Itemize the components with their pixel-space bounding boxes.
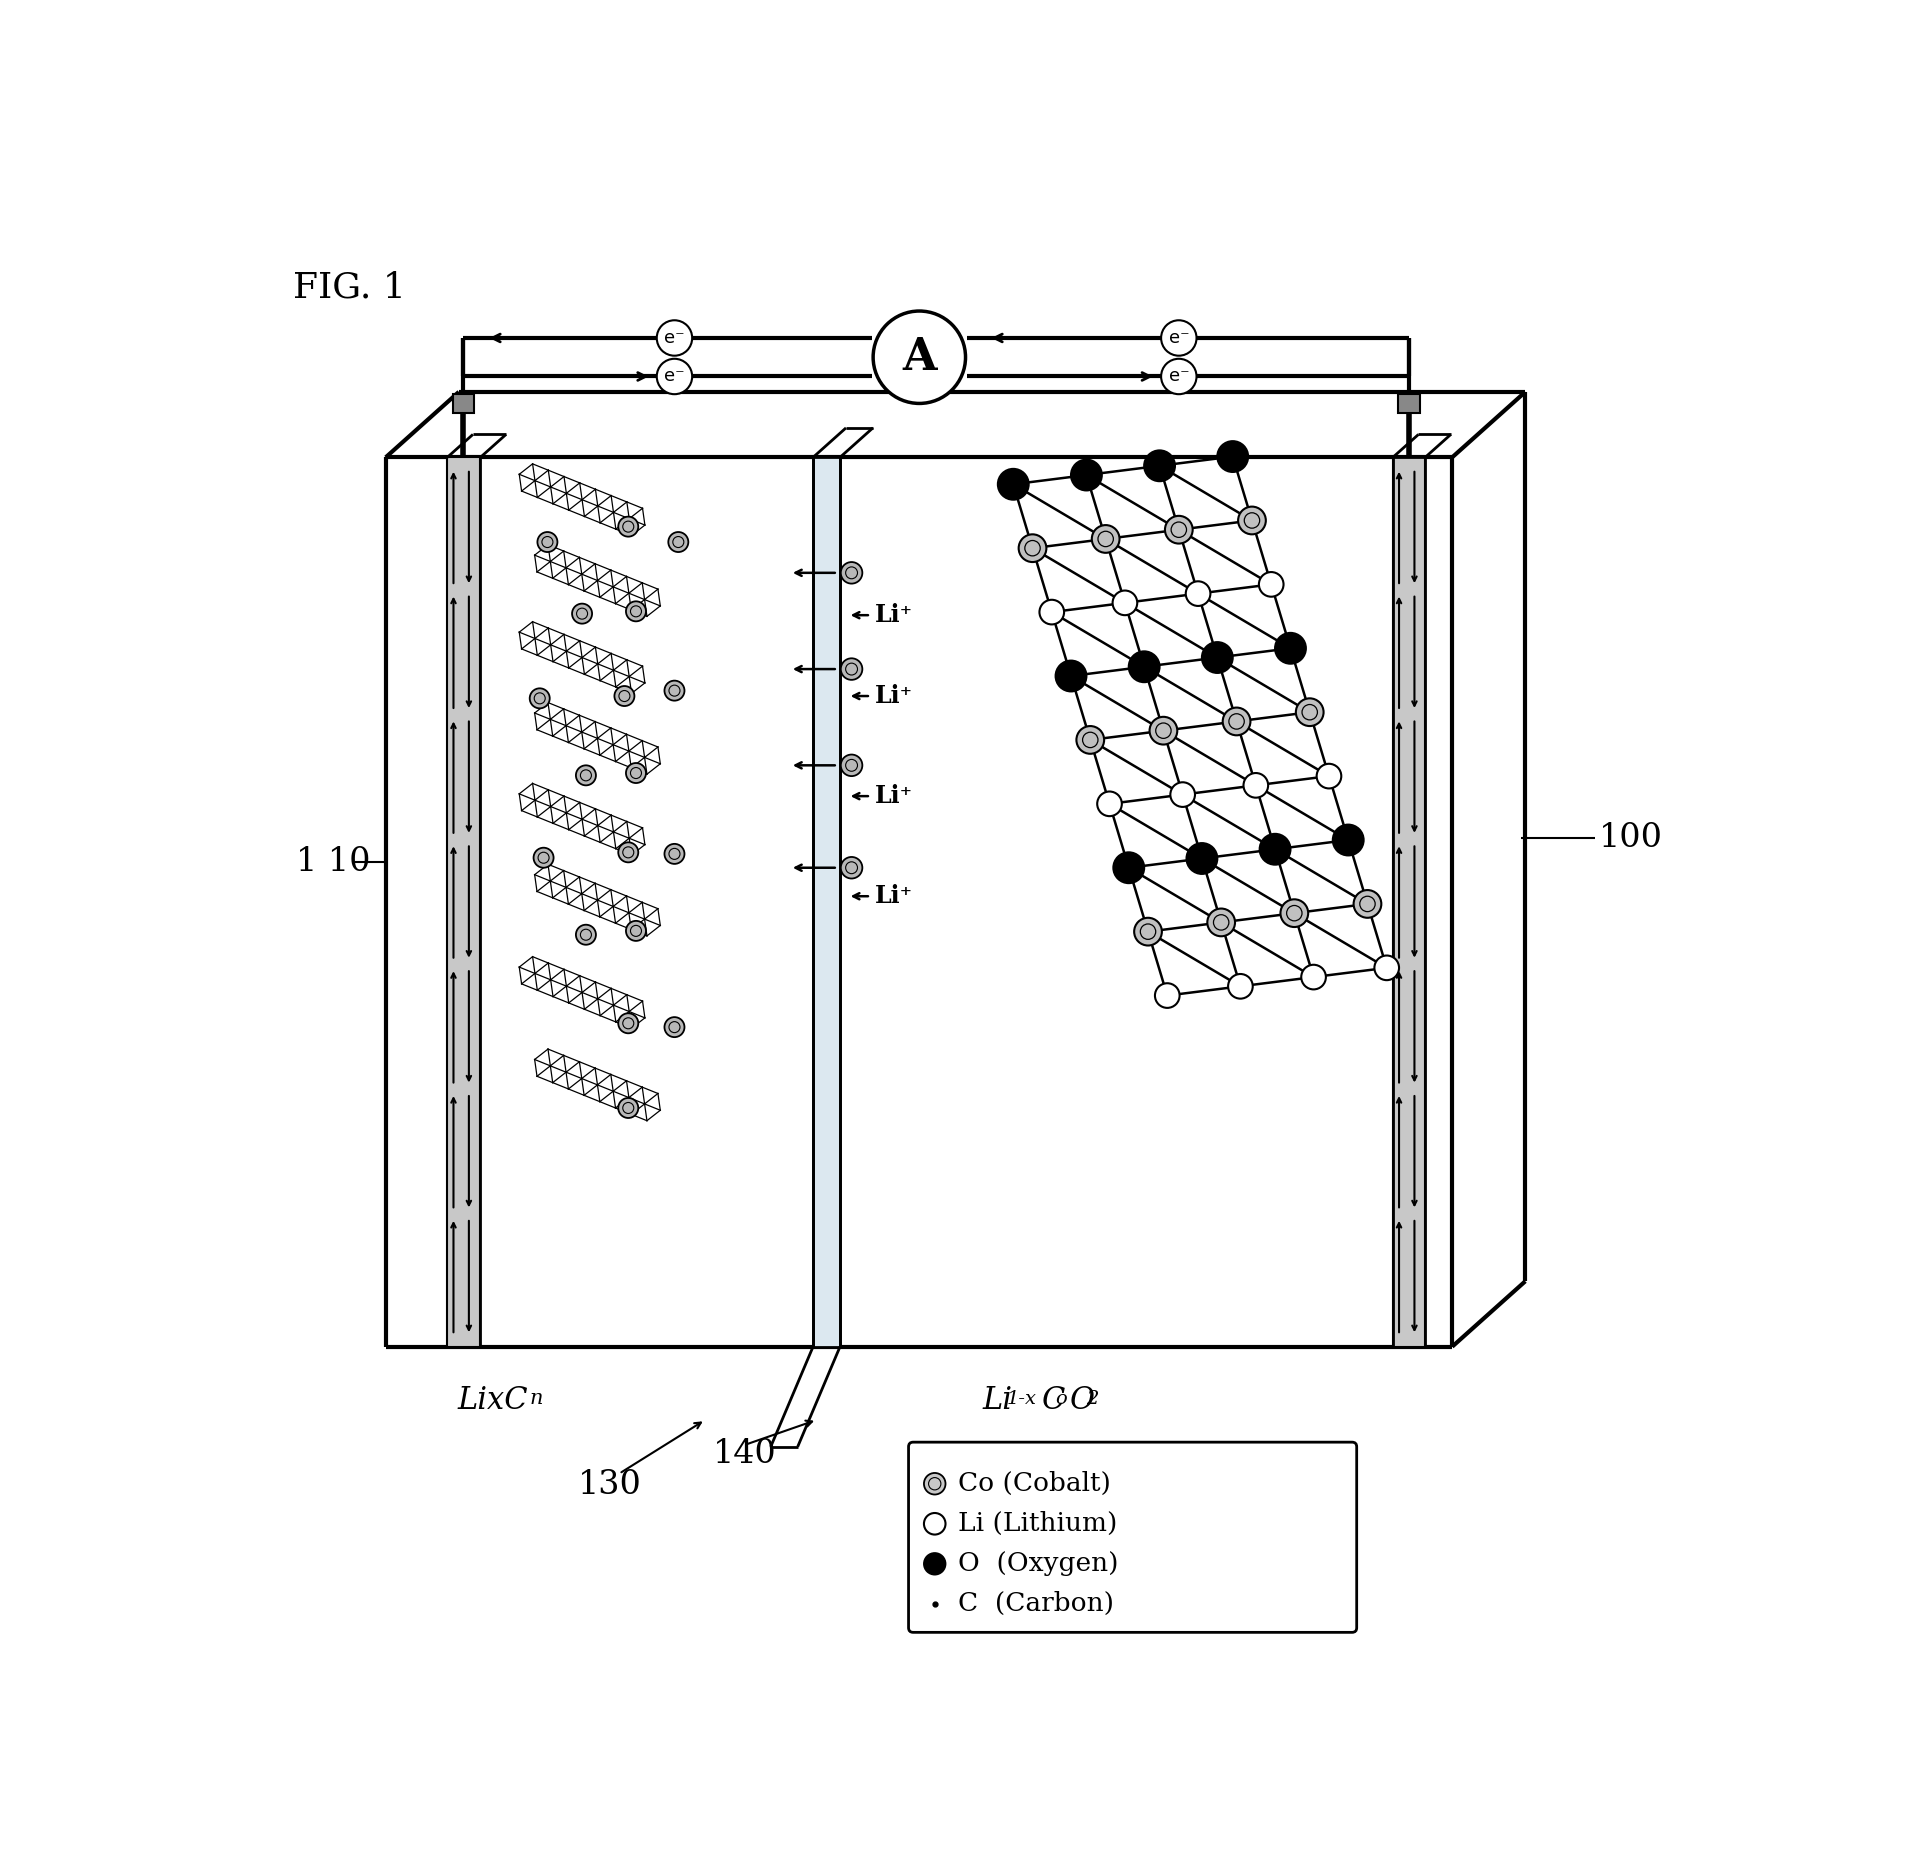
Circle shape [1144,451,1175,482]
Circle shape [614,686,635,706]
Circle shape [625,921,646,940]
Text: e⁻: e⁻ [664,367,685,386]
Circle shape [576,925,595,946]
Circle shape [923,1554,946,1574]
Circle shape [1133,918,1161,946]
Text: A: A [902,336,936,378]
Circle shape [1070,460,1100,491]
Circle shape [1274,632,1304,664]
Text: 2: 2 [1085,1390,1098,1409]
Circle shape [667,532,688,552]
Bar [812,458,839,1346]
Circle shape [538,532,557,552]
Text: o: o [1055,1390,1066,1409]
Circle shape [618,517,639,536]
Circle shape [1161,321,1196,356]
Text: C  (Carbon): C (Carbon) [957,1591,1114,1617]
Circle shape [841,755,862,777]
Circle shape [664,680,685,701]
Text: Co (Cobalt): Co (Cobalt) [957,1472,1110,1496]
Circle shape [1238,506,1264,534]
Circle shape [1148,717,1177,745]
Bar [446,458,481,1346]
Bar [1398,395,1419,413]
Circle shape [1217,441,1247,473]
Bar [452,395,475,413]
Circle shape [1243,773,1268,797]
Text: 1 10: 1 10 [296,845,370,877]
Circle shape [1097,792,1121,816]
Text: FIG. 1: FIG. 1 [294,271,406,304]
FancyBboxPatch shape [908,1442,1356,1632]
Circle shape [923,1472,946,1494]
Text: Li⁺: Li⁺ [873,884,912,908]
Text: e⁻: e⁻ [1167,367,1188,386]
Circle shape [664,844,685,864]
Circle shape [1186,844,1217,873]
Text: O: O [1070,1385,1095,1416]
Circle shape [1259,573,1283,597]
Circle shape [1114,853,1144,883]
Circle shape [625,601,646,621]
Circle shape [1169,782,1194,806]
Text: 130: 130 [578,1468,643,1502]
Circle shape [1259,834,1289,864]
Circle shape [1076,727,1104,755]
Circle shape [841,857,862,879]
Circle shape [1039,601,1064,625]
Circle shape [618,842,639,862]
Circle shape [923,1513,946,1535]
Circle shape [1165,515,1192,543]
Text: C: C [1041,1385,1064,1416]
Circle shape [1280,899,1308,927]
Circle shape [1333,825,1364,855]
Circle shape [1055,660,1085,692]
Circle shape [618,1014,639,1033]
Text: 100: 100 [1598,823,1661,855]
Circle shape [1161,360,1196,395]
Text: e⁻: e⁻ [1167,328,1188,347]
Circle shape [664,1018,685,1036]
Circle shape [656,321,692,356]
Text: LixC: LixC [458,1385,528,1416]
Text: 140: 140 [713,1439,776,1470]
Text: Li: Li [982,1385,1013,1416]
Text: 1-x: 1-x [1007,1390,1037,1409]
Circle shape [841,658,862,680]
Circle shape [576,766,595,786]
Circle shape [534,847,553,868]
Circle shape [1091,525,1119,552]
Circle shape [1129,651,1159,682]
Text: Li⁺: Li⁺ [873,603,912,627]
Circle shape [1228,973,1253,999]
Circle shape [1373,955,1398,981]
Circle shape [530,688,549,708]
Circle shape [1295,699,1323,727]
Text: n: n [530,1389,543,1409]
Text: Li⁺: Li⁺ [873,684,912,708]
Circle shape [1207,908,1234,936]
Circle shape [625,764,646,782]
Circle shape [997,469,1028,501]
Circle shape [1201,641,1232,673]
Circle shape [1222,708,1249,736]
Circle shape [1352,890,1381,918]
Circle shape [1184,582,1209,606]
Text: O  (Oxygen): O (Oxygen) [957,1552,1118,1576]
Circle shape [873,311,965,404]
Circle shape [1154,983,1179,1009]
Circle shape [1112,591,1137,616]
Text: e⁻: e⁻ [664,328,685,347]
Circle shape [572,604,591,623]
Circle shape [618,1098,639,1118]
Circle shape [1018,534,1045,562]
Text: Li⁺: Li⁺ [873,784,912,808]
Circle shape [841,562,862,584]
Bar [1392,458,1425,1346]
Text: Li (Lithium): Li (Lithium) [957,1511,1118,1537]
Circle shape [1316,764,1341,788]
Circle shape [1301,964,1325,990]
Circle shape [656,360,692,395]
